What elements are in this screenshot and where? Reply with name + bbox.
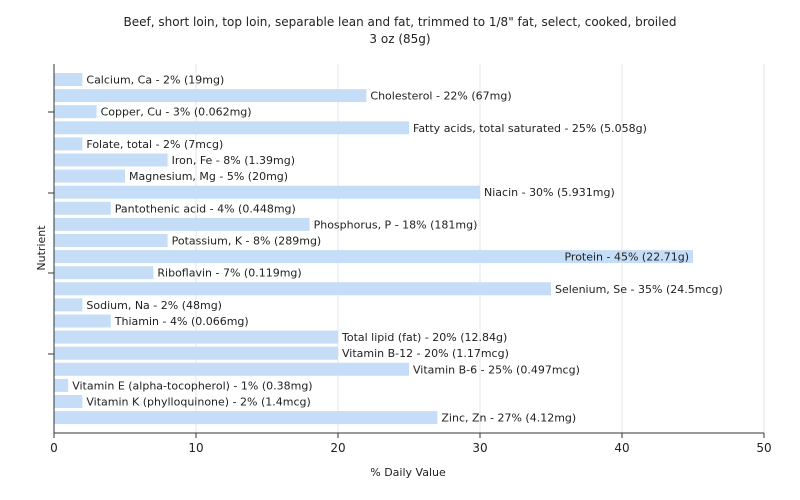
bar-21 [54, 411, 438, 425]
bar-label-17: Vitamin B-12 - 20% (1.17mcg) [342, 347, 509, 360]
x-axis-title: % Daily Value [370, 466, 446, 479]
bar-14 [54, 298, 83, 312]
bar-label-5: Iron, Fe - 8% (1.39mg) [172, 154, 295, 167]
bar-5 [54, 153, 168, 167]
bar-6 [54, 169, 125, 183]
bar-13 [54, 282, 551, 296]
bar-label-9: Phosphorus, P - 18% (181mg) [314, 218, 478, 231]
bar-label-19: Vitamin E (alpha-tocopherol) - 1% (0.38m… [72, 379, 312, 392]
bar-label-14: Sodium, Na - 2% (48mg) [86, 299, 222, 312]
bar-label-8: Pantothenic acid - 4% (0.448mg) [115, 202, 296, 215]
bar-4 [54, 137, 83, 151]
bar-8 [54, 201, 111, 215]
bar-label-3: Fatty acids, total saturated - 25% (5.05… [413, 122, 647, 135]
bar-11 [54, 250, 693, 264]
x-tick-label-0: 0 [50, 441, 58, 455]
bar-20 [54, 395, 83, 408]
bar-label-6: Magnesium, Mg - 5% (20mg) [129, 170, 288, 183]
bar-0 [54, 73, 83, 86]
bars: Calcium, Ca - 2% (19mg) Cholesterol - 22%… [54, 73, 723, 425]
bar-18 [54, 362, 409, 376]
bar-2 [54, 105, 97, 119]
bar-7 [54, 185, 480, 199]
bar-label-4: Folate, total - 2% (7mcg) [86, 138, 223, 151]
bar-label-12: Riboflavin - 7% (0.119mg) [157, 267, 301, 280]
bar-label-20: Vitamin K (phylloquinone) - 2% (1.4mcg) [86, 396, 310, 409]
x-tick-label-50: 50 [756, 441, 771, 455]
bar-label-2: Copper, Cu - 3% (0.062mg) [101, 106, 252, 119]
bar-3 [54, 121, 409, 135]
bar-9 [54, 217, 310, 231]
axes: 0 10 20 30 40 50 [48, 64, 772, 455]
bar-label-7: Niacin - 30% (5.931mg) [484, 186, 615, 199]
bar-15 [54, 314, 111, 328]
bar-label-1: Cholesterol - 22% (67mg) [370, 90, 511, 103]
bar-label-16: Total lipid (fat) - 20% (12.84g) [341, 331, 507, 344]
bar-label-13: Selenium, Se - 35% (24.5mcg) [555, 283, 723, 296]
chart-title-block: Beef, short loin, top loin, separable le… [0, 14, 800, 48]
bar-label-18: Vitamin B-6 - 25% (0.497mcg) [413, 363, 580, 376]
bar-10 [54, 234, 168, 247]
bar-16 [54, 330, 338, 344]
x-tick-label-10: 10 [188, 441, 203, 455]
bar-label-10: Potassium, K - 8% (289mg) [172, 235, 322, 248]
bar-1 [54, 89, 367, 103]
bar-17 [54, 346, 338, 360]
chart-title: Beef, short loin, top loin, separable le… [123, 15, 677, 29]
gridlines [195, 64, 765, 433]
x-tick-label-40: 40 [614, 441, 629, 455]
bar-12 [54, 266, 154, 280]
chart-subtitle: 3 oz (85g) [369, 32, 431, 46]
bar-label-21: Zinc, Zn - 27% (4.12mg) [441, 412, 576, 425]
bar-label-11: Protein - 45% (22.71g) [564, 251, 689, 264]
bar-label-15: Thiamin - 4% (0.066mg) [114, 315, 249, 328]
x-tick-label-20: 20 [330, 441, 345, 455]
x-tick-label-30: 30 [472, 441, 487, 455]
bar-19 [54, 378, 69, 392]
y-axis-title: Nutrient [35, 225, 48, 271]
bar-label-0: Calcium, Ca - 2% (19mg) [86, 74, 224, 87]
